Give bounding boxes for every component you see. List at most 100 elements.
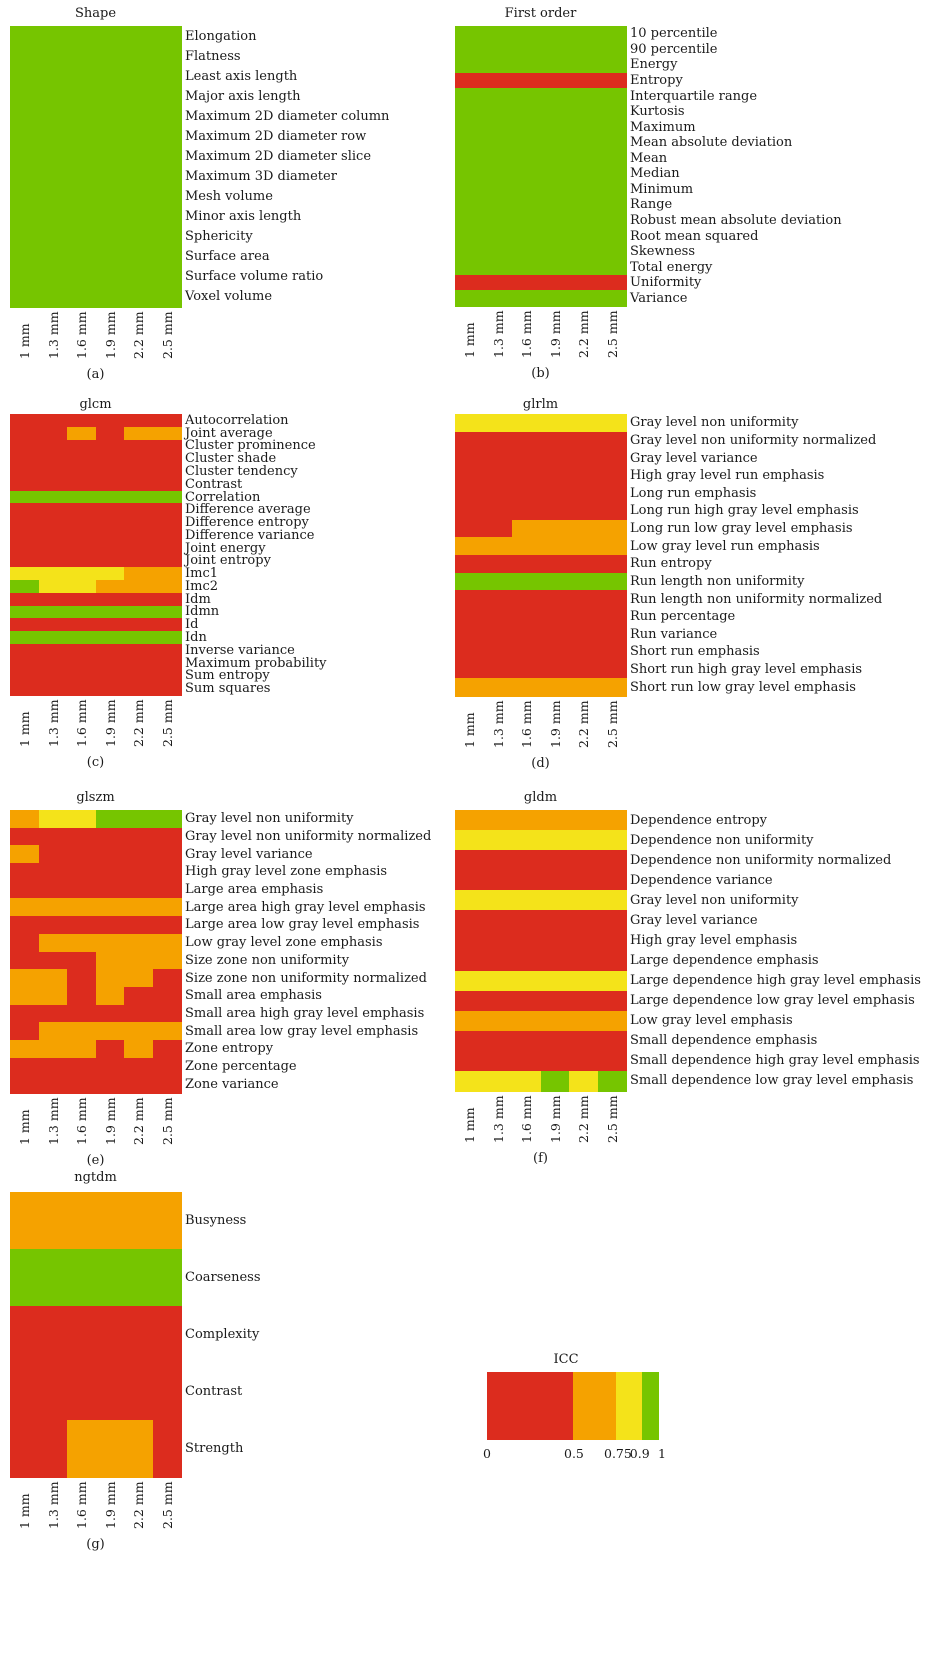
row-label: Long run emphasis <box>630 485 757 501</box>
heatmap-cell <box>597 1010 627 1032</box>
panel-title: gldm <box>523 790 558 805</box>
row-label: Total energy <box>630 259 713 275</box>
heatmap-cell <box>95 656 125 671</box>
heatmap-cell <box>597 970 627 992</box>
heatmap-cell <box>597 181 627 198</box>
heatmap-cell <box>152 827 182 846</box>
heatmap-cell <box>10 439 40 453</box>
heatmap-cell <box>455 990 485 1012</box>
heatmap-cell <box>10 567 40 581</box>
row-label: Voxel volume <box>185 289 273 305</box>
heatmap-cell <box>124 528 154 543</box>
heatmap-cell <box>569 1050 599 1072</box>
heatmap-cell <box>569 678 599 697</box>
heatmap-cell <box>10 1420 40 1478</box>
heatmap-cell <box>569 990 599 1012</box>
row-label: Mesh volume <box>185 189 273 205</box>
heatmap-cell <box>512 537 542 556</box>
heatmap-cell <box>95 465 125 479</box>
heatmap-cell <box>10 26 40 47</box>
heatmap-cell <box>569 88 599 105</box>
heatmap-cell <box>38 631 68 645</box>
heatmap-cell <box>152 266 182 288</box>
heatmap-cell <box>124 516 154 530</box>
heatmap-cell <box>569 72 599 89</box>
heatmap-cell <box>512 103 542 120</box>
panel-title: ngtdm <box>74 1170 117 1185</box>
heatmap-cell <box>124 656 154 671</box>
column-tick-label: 1.9 mm <box>547 1095 563 1143</box>
heatmap-cell <box>483 625 513 644</box>
heatmap-cell <box>483 166 513 183</box>
heatmap-cell <box>67 206 97 228</box>
heatmap-cell <box>455 166 485 183</box>
heatmap-cell <box>455 72 485 89</box>
heatmap-cell <box>597 449 627 468</box>
heatmap-cell <box>67 916 97 935</box>
column-tick-label: 2.5 mm <box>604 1095 620 1143</box>
heatmap-cell <box>569 57 599 74</box>
column-tick-label: 1 mm <box>17 323 33 359</box>
heatmap-cell <box>95 503 125 517</box>
heatmap-cell <box>10 414 40 428</box>
heatmap-cell <box>10 898 40 917</box>
heatmap-cell <box>483 57 513 74</box>
column-tick-label: 1.6 mm <box>519 310 535 358</box>
heatmap-cell <box>67 106 97 127</box>
heatmap-cell <box>483 243 513 260</box>
heatmap-cell <box>152 1004 182 1023</box>
heatmap-cell <box>455 290 485 307</box>
heatmap-cell <box>67 682 97 696</box>
heatmap-cell <box>512 212 542 229</box>
row-label: Gray level non uniformity <box>630 415 799 431</box>
heatmap-grid <box>10 414 182 696</box>
legend-tick-label: 1 <box>658 1446 666 1461</box>
heatmap-cell <box>10 106 40 127</box>
heatmap-cell <box>597 259 627 276</box>
heatmap-cell <box>483 830 513 851</box>
heatmap-cell <box>152 146 182 168</box>
row-label: Maximum 2D diameter column <box>185 108 390 124</box>
heatmap-cell <box>455 572 485 591</box>
heatmap-cell <box>455 607 485 627</box>
heatmap-cell <box>455 537 485 556</box>
heatmap-cell <box>152 528 182 543</box>
heatmap-cell <box>124 286 154 308</box>
heatmap-cell <box>67 286 97 308</box>
heatmap-cell <box>512 72 542 89</box>
heatmap-cell <box>455 103 485 120</box>
row-label: Surface area <box>185 249 270 265</box>
row-label: Energy <box>630 57 678 73</box>
heatmap-cell <box>67 465 97 479</box>
row-label: Dependence entropy <box>630 812 767 828</box>
heatmap-cell <box>597 166 627 183</box>
heatmap-cell <box>10 516 40 530</box>
row-label: Maximum 2D diameter row <box>185 128 367 144</box>
heatmap-cell <box>95 186 125 208</box>
heatmap-cell <box>95 477 125 492</box>
row-label: Gray level non uniformity normalized <box>630 432 877 448</box>
heatmap-cell <box>455 212 485 229</box>
heatmap-cell <box>38 286 68 308</box>
heatmap-cell <box>10 580 40 594</box>
heatmap-cell <box>597 414 627 433</box>
row-label: Sphericity <box>185 229 253 245</box>
heatmap-cell <box>124 146 154 168</box>
heatmap-cell <box>67 1039 97 1059</box>
row-label: Low gray level zone emphasis <box>185 935 383 951</box>
heatmap-cell <box>10 1004 40 1023</box>
row-label: Range <box>630 197 673 213</box>
heatmap-cell <box>152 986 182 1006</box>
heatmap-cell <box>569 1010 599 1032</box>
heatmap-cell <box>67 951 97 970</box>
heatmap-cell <box>152 605 182 619</box>
heatmap-cell <box>597 150 627 167</box>
heatmap-cell <box>483 660 513 679</box>
heatmap-cell <box>512 555 542 574</box>
heatmap-cell <box>152 810 182 829</box>
heatmap-cell <box>38 810 68 829</box>
heatmap-cell <box>152 898 182 917</box>
heatmap-cell <box>597 484 627 503</box>
heatmap-cell <box>597 1030 627 1052</box>
heatmap-cell <box>540 850 570 871</box>
